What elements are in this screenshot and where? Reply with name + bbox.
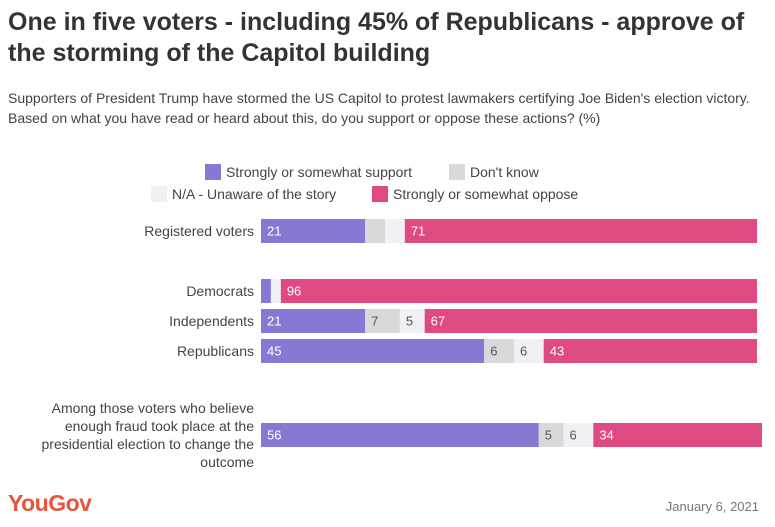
bar-segment bbox=[261, 279, 271, 303]
bar-segment bbox=[261, 423, 539, 447]
bar-segment bbox=[484, 339, 514, 363]
category-label: enough fraud took place at the bbox=[65, 418, 254, 434]
data-label: 96 bbox=[287, 284, 301, 299]
bar-segment bbox=[365, 309, 400, 333]
legend-item-dont-know: Don't know bbox=[449, 162, 539, 182]
bar-segment bbox=[424, 309, 757, 333]
bar-segment bbox=[404, 219, 757, 243]
legend-item-oppose: Strongly or somewhat oppose bbox=[372, 184, 578, 204]
category-label: Democrats bbox=[186, 283, 254, 299]
data-label: 56 bbox=[267, 428, 281, 443]
bar-segment bbox=[563, 423, 594, 447]
chart-legend: Strongly or somewhat support Don't know … bbox=[0, 160, 775, 210]
chart-title: One in five voters - including 45% of Re… bbox=[8, 8, 745, 67]
category-label: Independents bbox=[169, 313, 254, 329]
yougov-logo: YouGov bbox=[8, 490, 92, 516]
bar-segment bbox=[261, 219, 366, 243]
legend-label-dont-know: Don't know bbox=[470, 164, 539, 180]
chart-subtitle: Supporters of President Trump have storm… bbox=[8, 90, 750, 126]
publish-date: January 6, 2021 bbox=[665, 499, 759, 514]
category-label: outcome bbox=[200, 454, 254, 470]
data-label: 71 bbox=[411, 224, 425, 239]
bar-segment bbox=[593, 423, 762, 447]
legend-label-oppose: Strongly or somewhat oppose bbox=[393, 186, 579, 202]
bar-segment bbox=[261, 339, 485, 363]
legend-swatch-dont-know bbox=[449, 164, 465, 180]
category-label: Among those voters who believe bbox=[52, 400, 255, 416]
bar-segment bbox=[538, 423, 564, 447]
data-label: 7 bbox=[371, 314, 378, 329]
category-label: Registered voters bbox=[144, 223, 254, 239]
bar-segment bbox=[270, 279, 281, 303]
legend-swatch-oppose bbox=[372, 186, 388, 202]
legend-swatch-unaware bbox=[151, 186, 167, 202]
legend-item-support: Strongly or somewhat support bbox=[205, 162, 412, 182]
data-label: 21 bbox=[267, 224, 281, 239]
bar-segment bbox=[543, 339, 757, 363]
data-label: 34 bbox=[599, 428, 613, 443]
legend-label-unaware: N/A - Unaware of the story bbox=[172, 186, 337, 202]
bar-segment bbox=[280, 279, 757, 303]
bar-segment bbox=[261, 309, 366, 333]
data-label: 6 bbox=[490, 344, 497, 359]
bar-segment bbox=[365, 219, 385, 243]
data-label: 6 bbox=[570, 428, 577, 443]
data-label: 5 bbox=[406, 314, 413, 329]
legend-item-unaware: N/A - Unaware of the story bbox=[151, 184, 336, 204]
bar-segment bbox=[513, 339, 544, 363]
bar-segment bbox=[385, 219, 405, 243]
data-label: 67 bbox=[431, 314, 445, 329]
legend-label-support: Strongly or somewhat support bbox=[226, 164, 412, 180]
data-label: 45 bbox=[267, 344, 281, 359]
bar-segment bbox=[399, 309, 425, 333]
category-label: Republicans bbox=[177, 343, 254, 359]
legend-swatch-support bbox=[205, 164, 221, 180]
category-label: presidential election to change the bbox=[42, 436, 255, 452]
data-label: 43 bbox=[550, 344, 564, 359]
data-label: 5 bbox=[545, 428, 552, 443]
data-label: 6 bbox=[520, 344, 527, 359]
data-label: 21 bbox=[267, 314, 281, 329]
